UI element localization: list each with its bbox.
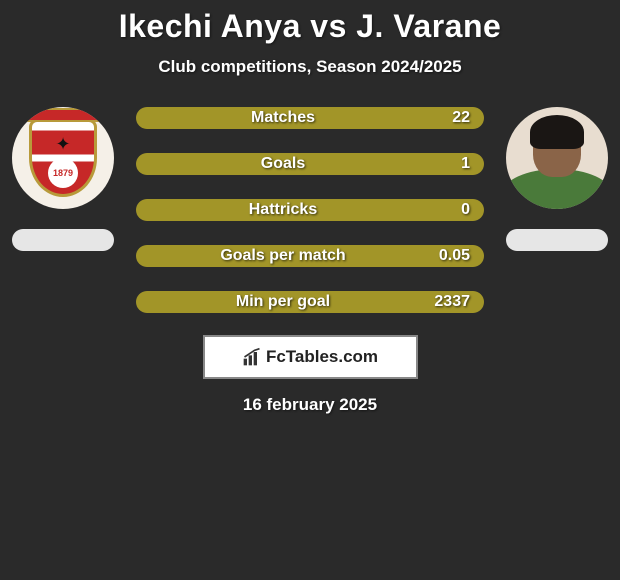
stat-value-right: 0.05 (430, 247, 470, 265)
stat-bar-goals: Goals 1 (136, 153, 484, 175)
chart-icon (242, 347, 262, 367)
stat-label: Hattricks (136, 201, 430, 219)
stat-bar-matches: Matches 22 (136, 107, 484, 129)
main-row: ✦ 1879 Matches 22 Goals 1 Hattricks 0 (0, 107, 620, 313)
player-left-name-pill (12, 229, 114, 251)
stat-label: Goals per match (136, 247, 430, 265)
player-right-column (502, 107, 612, 251)
player-right-name-pill (506, 229, 608, 251)
page-title: Ikechi Anya vs J. Varane (0, 8, 620, 45)
stat-bar-hattricks: Hattricks 0 (136, 199, 484, 221)
stats-column: Matches 22 Goals 1 Hattricks 0 Goals per… (118, 107, 502, 313)
footer: FcTables.com 16 february 2025 (0, 335, 620, 415)
comparison-container: Ikechi Anya vs J. Varane Club competitio… (0, 0, 620, 415)
stat-value-right: 0 (430, 201, 470, 219)
date-text: 16 february 2025 (243, 395, 377, 415)
stat-label: Matches (136, 109, 430, 127)
stat-bar-min-per-goal: Min per goal 2337 (136, 291, 484, 313)
stat-label: Min per goal (136, 293, 430, 311)
stat-value-right: 1 (430, 155, 470, 173)
player-left-column: ✦ 1879 (8, 107, 118, 251)
player-right-avatar (506, 107, 608, 209)
stat-value-right: 2337 (430, 293, 470, 311)
player-photo-icon (506, 107, 608, 209)
club-crest-icon: ✦ 1879 (12, 107, 114, 209)
logo-text: FcTables.com (266, 347, 378, 367)
stat-label: Goals (136, 155, 430, 173)
source-logo: FcTables.com (203, 335, 418, 379)
player-left-avatar: ✦ 1879 (12, 107, 114, 209)
stat-value-right: 22 (430, 109, 470, 127)
stat-bar-goals-per-match: Goals per match 0.05 (136, 245, 484, 267)
subtitle: Club competitions, Season 2024/2025 (0, 57, 620, 77)
